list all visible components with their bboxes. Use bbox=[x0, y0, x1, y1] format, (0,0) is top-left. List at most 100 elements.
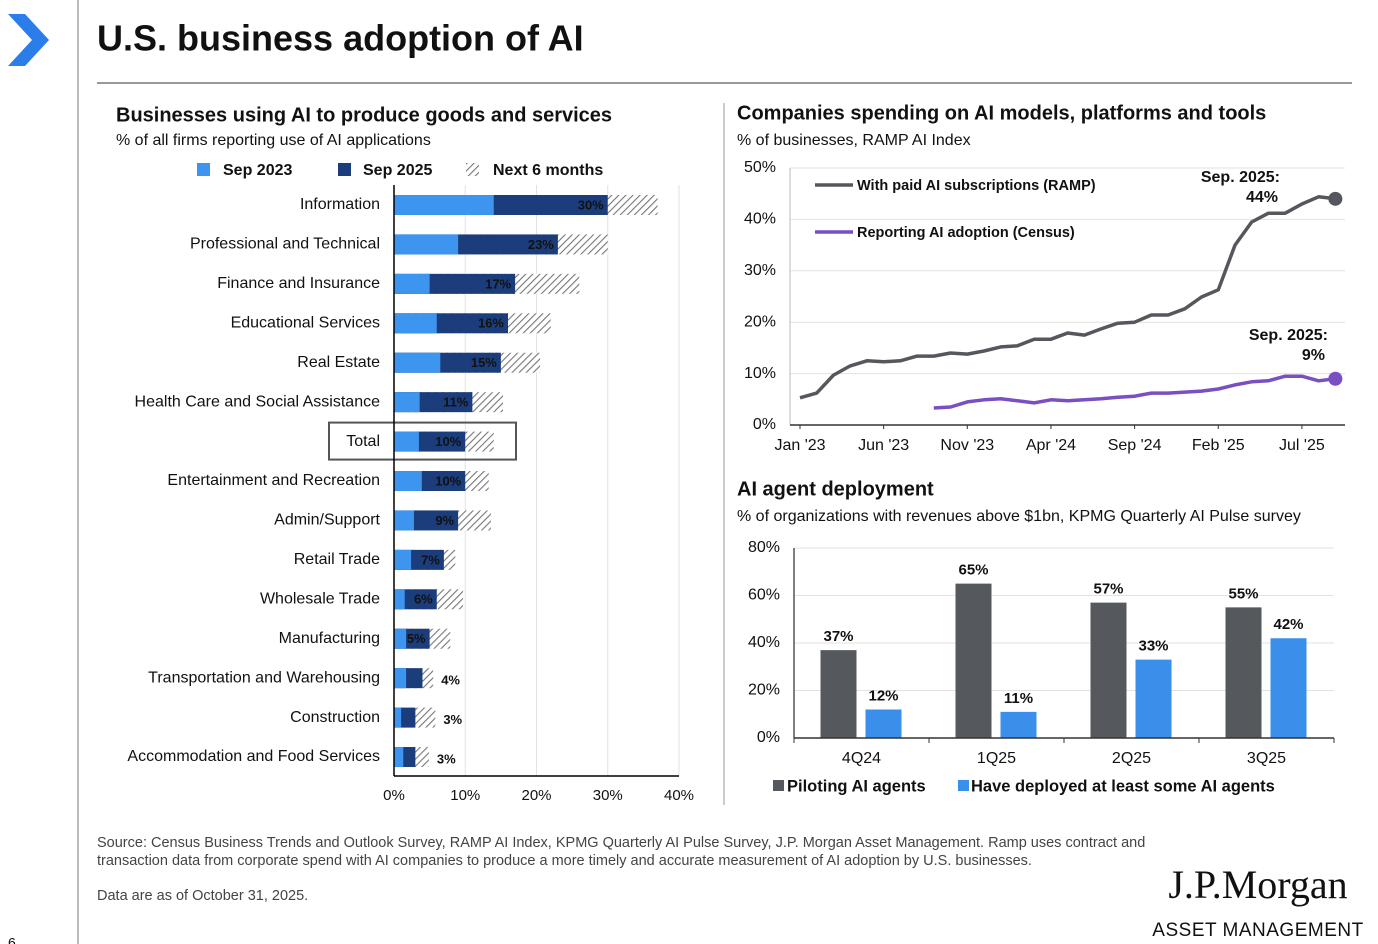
x-tick-label: Apr '24 bbox=[1026, 437, 1076, 454]
chart-subtitle: % of businesses, RAMP AI Index bbox=[737, 132, 971, 149]
chart-title: Companies spending on AI models, platfor… bbox=[737, 102, 1266, 124]
x-tick-label: Feb '25 bbox=[1192, 437, 1245, 454]
legend-swatch bbox=[466, 163, 479, 176]
y-tick-label: 30% bbox=[744, 262, 776, 279]
y-tick-label: Professional and Technical bbox=[190, 236, 380, 253]
y-tick-label: Educational Services bbox=[231, 315, 380, 332]
x-tick-label: 10% bbox=[450, 787, 480, 804]
y-tick-label: Information bbox=[300, 196, 380, 213]
x-tick-label: Sep '24 bbox=[1108, 437, 1162, 454]
bar bbox=[394, 195, 494, 215]
data-label: 4% bbox=[441, 673, 460, 688]
data-label: 37% bbox=[823, 628, 853, 645]
y-tick-label: Real Estate bbox=[297, 354, 380, 371]
annotation: Sep. 2025: bbox=[1201, 169, 1280, 186]
source-note: Source: Census Business Trends and Outlo… bbox=[97, 835, 1146, 869]
x-tick-label: 1Q25 bbox=[977, 750, 1016, 767]
legend-swatch bbox=[197, 163, 210, 176]
x-tick-label: 2Q25 bbox=[1112, 750, 1151, 767]
highlight-box bbox=[328, 421, 517, 461]
data-label: 12% bbox=[868, 687, 898, 704]
bar bbox=[820, 650, 857, 738]
x-tick-label: Jan '23 bbox=[774, 437, 825, 454]
bar bbox=[394, 628, 407, 649]
legend-label: With paid AI subscriptions (RAMP) bbox=[857, 178, 1096, 194]
end-marker bbox=[1328, 371, 1343, 386]
bar bbox=[394, 668, 407, 689]
data-label: 33% bbox=[1138, 638, 1168, 655]
data-label: 7% bbox=[421, 552, 440, 567]
bar bbox=[394, 707, 402, 728]
x-tick-label: Jun '23 bbox=[858, 437, 909, 454]
legend-label: Sep 2025 bbox=[363, 162, 432, 179]
y-tick-label: 50% bbox=[744, 159, 776, 176]
bar bbox=[394, 313, 437, 334]
y-tick-label: 0% bbox=[757, 729, 780, 746]
x-tick-label: Jul '25 bbox=[1279, 437, 1325, 454]
line-series bbox=[933, 374, 1336, 410]
x-tick-label: Nov '23 bbox=[940, 437, 994, 454]
bar bbox=[394, 431, 419, 452]
logo-sub: ASSET MANAGEMENT bbox=[1152, 920, 1363, 941]
y-tick-label: 20% bbox=[748, 682, 780, 699]
bar bbox=[394, 471, 422, 492]
y-tick-label: 40% bbox=[748, 634, 780, 651]
data-label: 16% bbox=[478, 316, 504, 331]
x-tick-label: 0% bbox=[383, 787, 405, 804]
data-label: 10% bbox=[435, 473, 461, 488]
bar bbox=[394, 392, 420, 413]
data-label: 15% bbox=[471, 355, 497, 370]
bar bbox=[1225, 607, 1262, 738]
bar bbox=[1090, 602, 1127, 738]
legend-label: Have deployed at least some AI agents bbox=[971, 777, 1275, 795]
end-marker bbox=[1328, 191, 1343, 206]
bar bbox=[394, 234, 459, 255]
y-tick-label: Total bbox=[346, 433, 380, 450]
legend-label: Sep 2023 bbox=[223, 162, 292, 179]
legend-swatch bbox=[958, 780, 969, 791]
annotation-value: 9% bbox=[1302, 347, 1325, 364]
chevron bbox=[8, 14, 49, 66]
chart-title: Businesses using AI to produce goods and… bbox=[116, 104, 612, 126]
y-tick-label: Health Care and Social Assistance bbox=[135, 393, 381, 410]
bar bbox=[394, 747, 404, 768]
x-tick-label: 20% bbox=[521, 787, 551, 804]
y-tick-label: 40% bbox=[744, 211, 776, 228]
y-tick-label: Wholesale Trade bbox=[260, 591, 380, 608]
logo: J.P.Morgan bbox=[1168, 862, 1347, 907]
bar bbox=[865, 709, 902, 738]
x-tick-label: 40% bbox=[664, 787, 694, 804]
y-tick-label: 80% bbox=[748, 539, 780, 556]
x-tick-label: 30% bbox=[593, 787, 623, 804]
chart-subtitle: % of all firms reporting use of AI appli… bbox=[116, 132, 431, 149]
legend-swatch bbox=[773, 780, 784, 791]
slide-title: U.S. business adoption of AI bbox=[97, 18, 584, 59]
data-label: 30% bbox=[578, 197, 604, 212]
data-label: 6% bbox=[414, 592, 433, 607]
y-tick-label: 20% bbox=[744, 313, 776, 330]
y-tick-label: Manufacturing bbox=[279, 630, 380, 647]
data-label: 9% bbox=[435, 513, 454, 528]
chart-title: AI agent deployment bbox=[737, 478, 934, 500]
bar bbox=[955, 583, 992, 738]
data-label: 57% bbox=[1093, 581, 1123, 598]
data-label: 17% bbox=[485, 276, 511, 291]
legend-label: Next 6 months bbox=[493, 162, 603, 179]
bar bbox=[1000, 711, 1037, 738]
y-tick-label: Admin/Support bbox=[274, 512, 380, 529]
chart-subtitle: % of organizations with revenues above $… bbox=[737, 508, 1301, 525]
y-tick-label: 10% bbox=[744, 365, 776, 382]
y-tick-label: 0% bbox=[753, 416, 776, 433]
data-label: 5% bbox=[407, 631, 426, 646]
y-tick-label: Entertainment and Recreation bbox=[167, 472, 380, 489]
data-label: 55% bbox=[1228, 585, 1258, 602]
legend-label: Piloting AI agents bbox=[787, 777, 926, 795]
y-tick-label: 60% bbox=[748, 587, 780, 604]
data-label: 42% bbox=[1273, 616, 1303, 633]
annotation-value: 44% bbox=[1246, 189, 1278, 206]
data-label: 11% bbox=[443, 395, 469, 410]
data-label: 3% bbox=[437, 751, 456, 766]
legend-label: Reporting AI adoption (Census) bbox=[857, 225, 1075, 241]
